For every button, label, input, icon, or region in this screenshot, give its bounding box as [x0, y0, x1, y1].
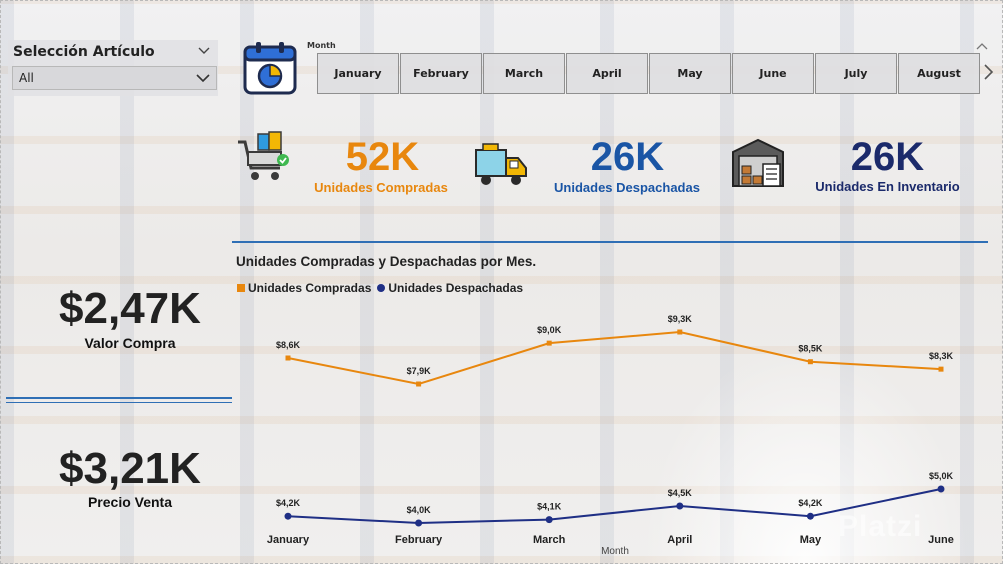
- data-point: [676, 502, 684, 510]
- data-point: [284, 512, 292, 520]
- chevron-down-icon[interactable]: [198, 44, 210, 56]
- series-line-despachadas: [287, 488, 942, 525]
- data-point: [415, 519, 423, 527]
- kpi-inventario-value: 26K: [850, 135, 925, 179]
- precio-venta-value: $3,21K: [59, 444, 201, 493]
- valor-compra-label: Valor Compra: [84, 335, 176, 351]
- x-tick-label: June: [928, 534, 954, 546]
- chevron-right-icon[interactable]: [981, 62, 995, 82]
- data-point: [416, 381, 422, 387]
- data-point: [807, 359, 813, 365]
- month-button-may[interactable]: May: [649, 53, 731, 94]
- warehouse-inventory-icon: [732, 138, 784, 187]
- month-button-april[interactable]: April: [566, 53, 648, 94]
- x-tick-label: February: [395, 534, 443, 546]
- data-label: $8,3K: [929, 351, 954, 361]
- delivery-truck-icon: [475, 143, 527, 185]
- precio-venta-label: Precio Venta: [87, 494, 173, 510]
- month-slicer-label: Month: [307, 41, 336, 50]
- article-dropdown-value: All: [19, 71, 34, 85]
- data-point: [938, 366, 944, 372]
- calendar-icon: [243, 42, 297, 95]
- kpi-compradas-label: Unidades Compradas: [314, 180, 448, 195]
- month-button-july[interactable]: July: [815, 53, 897, 94]
- slicer-title: Selección Artículo: [13, 44, 155, 60]
- data-label: $7,9K: [407, 366, 432, 376]
- chart-title: Unidades Compradas y Despachadas por Mes…: [236, 254, 537, 269]
- legend-label-despachadas: Unidades Despachadas: [388, 281, 524, 295]
- data-label: $5,0K: [929, 471, 954, 481]
- kpi-despachadas-value: 26K: [590, 135, 665, 179]
- platzi-watermark: Platzi: [838, 510, 923, 543]
- month-button-august[interactable]: August: [898, 53, 980, 94]
- chart-legend: Unidades Compradas Unidades Despachadas: [237, 281, 523, 295]
- legend-square-marker-icon: [237, 284, 245, 292]
- chevron-up-icon[interactable]: [975, 40, 989, 52]
- kpi-divider: [232, 241, 988, 243]
- legend-item-despachadas[interactable]: Unidades Despachadas: [377, 281, 523, 295]
- shopping-cart-icon: [238, 131, 289, 180]
- data-point: [677, 329, 683, 335]
- data-label: $8,6K: [276, 340, 301, 350]
- data-label: $4,0K: [407, 505, 432, 515]
- series-line-compradas: [287, 330, 942, 386]
- data-point: [546, 340, 552, 346]
- kpi-inventario-label: Unidades En Inventario: [815, 179, 960, 194]
- data-label: $4,2K: [276, 498, 301, 508]
- data-point: [806, 512, 814, 520]
- legend-label-compradas: Unidades Compradas: [248, 281, 372, 295]
- card-divider-top: [6, 397, 232, 399]
- data-label: $8,5K: [798, 344, 823, 354]
- month-button-june[interactable]: June: [732, 53, 814, 94]
- chevron-down-icon: [196, 74, 210, 83]
- data-point: [285, 355, 291, 361]
- x-tick-label: March: [533, 534, 566, 546]
- data-label: $4,1K: [537, 502, 562, 512]
- month-button-march[interactable]: March: [483, 53, 565, 94]
- x-tick-label: May: [800, 534, 822, 546]
- valor-compra-value: $2,47K: [59, 284, 201, 333]
- kpi-despachadas-label: Unidades Despachadas: [554, 180, 700, 195]
- card-divider-bottom: [6, 402, 232, 403]
- x-axis-title: Month: [601, 546, 629, 557]
- data-label: $4,2K: [798, 498, 823, 508]
- legend-circle-marker-icon: [377, 284, 386, 292]
- data-label: $9,0K: [537, 325, 562, 335]
- x-tick-label: January: [267, 534, 310, 546]
- article-dropdown[interactable]: All: [12, 66, 217, 90]
- data-point: [545, 516, 553, 524]
- month-button-february[interactable]: February: [400, 53, 482, 94]
- month-button-january[interactable]: January: [317, 53, 399, 94]
- data-label: $4,5K: [668, 488, 693, 498]
- line-chart: $8,6K $7,9K $9,0K $9,3K $8,5K $8,3K $4,2K $4,0K…: [267, 314, 954, 557]
- month-slicer: January February March April May June Ju…: [317, 53, 980, 94]
- article-slicer: Selección Artículo All: [8, 40, 218, 96]
- kpi-compradas-value: 52K: [345, 135, 420, 179]
- x-tick-label: April: [667, 534, 692, 546]
- data-point: [937, 485, 945, 493]
- legend-item-compradas[interactable]: Unidades Compradas: [237, 281, 371, 295]
- data-label: $9,3K: [668, 314, 693, 324]
